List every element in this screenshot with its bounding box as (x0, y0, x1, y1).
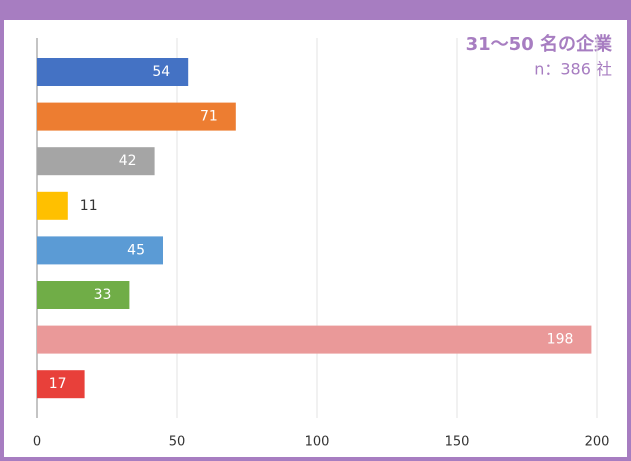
x-tick-label: 150 (445, 435, 470, 450)
bar (37, 102, 236, 131)
bar (37, 147, 155, 176)
bar (37, 325, 592, 354)
value-label: 42 (119, 153, 137, 169)
x-tick-label: 50 (169, 435, 186, 450)
value-label: 33 (94, 287, 112, 303)
bar (37, 370, 85, 399)
x-tick-label: 200 (585, 435, 610, 450)
value-label: 45 (127, 242, 145, 258)
x-tick-label: 0 (33, 435, 41, 450)
bar (37, 236, 163, 265)
chart-title: 31〜50 名の企業 (466, 33, 613, 55)
x-tick-label: 100 (305, 435, 330, 450)
bar (37, 191, 68, 220)
chart-subtitle: n：386 社 (534, 60, 612, 79)
value-label: 11 (80, 198, 98, 214)
bar (37, 281, 130, 309)
value-label: 54 (152, 64, 170, 80)
value-label: 198 (547, 332, 574, 348)
bar (37, 58, 189, 86)
value-label: 71 (200, 109, 218, 125)
value-label: 17 (49, 376, 67, 392)
